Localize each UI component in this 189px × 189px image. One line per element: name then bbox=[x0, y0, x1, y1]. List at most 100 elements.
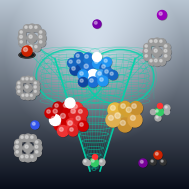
Circle shape bbox=[78, 121, 88, 131]
Circle shape bbox=[90, 158, 98, 166]
Circle shape bbox=[130, 102, 143, 115]
Circle shape bbox=[110, 105, 115, 110]
Circle shape bbox=[24, 25, 31, 32]
Circle shape bbox=[23, 143, 33, 153]
Ellipse shape bbox=[19, 52, 35, 58]
Circle shape bbox=[25, 93, 32, 100]
Circle shape bbox=[34, 144, 42, 153]
Circle shape bbox=[156, 116, 158, 118]
Circle shape bbox=[129, 114, 143, 128]
Circle shape bbox=[39, 35, 42, 38]
Circle shape bbox=[157, 11, 167, 19]
Circle shape bbox=[152, 47, 162, 57]
Circle shape bbox=[102, 65, 105, 68]
Circle shape bbox=[30, 78, 32, 80]
Circle shape bbox=[31, 136, 33, 138]
Circle shape bbox=[31, 121, 39, 129]
Circle shape bbox=[59, 112, 73, 125]
Circle shape bbox=[130, 115, 135, 120]
Circle shape bbox=[84, 53, 94, 64]
Circle shape bbox=[70, 65, 80, 75]
Circle shape bbox=[159, 39, 166, 46]
Circle shape bbox=[158, 11, 167, 20]
Circle shape bbox=[34, 25, 41, 32]
Circle shape bbox=[35, 45, 37, 48]
Circle shape bbox=[164, 44, 171, 51]
Circle shape bbox=[68, 121, 72, 125]
Circle shape bbox=[66, 119, 79, 132]
Circle shape bbox=[123, 105, 139, 119]
Circle shape bbox=[15, 144, 23, 153]
Circle shape bbox=[60, 113, 65, 118]
Circle shape bbox=[132, 104, 136, 108]
Circle shape bbox=[68, 59, 77, 68]
Circle shape bbox=[34, 86, 36, 88]
Circle shape bbox=[154, 49, 157, 52]
Circle shape bbox=[17, 86, 20, 88]
Circle shape bbox=[90, 79, 93, 82]
Circle shape bbox=[51, 108, 64, 119]
Circle shape bbox=[70, 66, 81, 75]
Circle shape bbox=[21, 94, 27, 100]
Circle shape bbox=[74, 114, 86, 126]
Circle shape bbox=[24, 84, 32, 92]
Circle shape bbox=[88, 70, 98, 81]
Circle shape bbox=[115, 113, 120, 118]
Circle shape bbox=[150, 160, 156, 166]
Circle shape bbox=[98, 77, 108, 87]
Circle shape bbox=[17, 81, 23, 87]
Circle shape bbox=[22, 94, 24, 96]
Circle shape bbox=[92, 57, 104, 68]
Circle shape bbox=[94, 21, 97, 24]
Circle shape bbox=[80, 123, 83, 126]
Circle shape bbox=[19, 35, 22, 38]
Circle shape bbox=[34, 144, 42, 152]
Circle shape bbox=[25, 45, 27, 48]
Circle shape bbox=[72, 67, 75, 70]
Circle shape bbox=[26, 85, 28, 88]
Circle shape bbox=[119, 119, 132, 132]
Circle shape bbox=[88, 77, 98, 88]
Circle shape bbox=[21, 136, 23, 138]
Circle shape bbox=[144, 43, 151, 51]
Circle shape bbox=[36, 151, 38, 153]
Circle shape bbox=[165, 106, 167, 108]
Circle shape bbox=[91, 160, 98, 167]
Circle shape bbox=[100, 160, 102, 162]
Circle shape bbox=[154, 59, 157, 62]
Circle shape bbox=[82, 62, 94, 74]
Circle shape bbox=[29, 77, 35, 83]
Circle shape bbox=[140, 160, 143, 163]
Circle shape bbox=[17, 89, 23, 95]
Circle shape bbox=[20, 41, 22, 43]
Circle shape bbox=[30, 135, 37, 142]
Circle shape bbox=[58, 126, 69, 137]
Circle shape bbox=[35, 26, 37, 28]
Circle shape bbox=[153, 39, 162, 47]
Circle shape bbox=[104, 68, 114, 78]
Circle shape bbox=[99, 159, 105, 165]
Circle shape bbox=[14, 144, 22, 152]
Circle shape bbox=[24, 154, 33, 162]
Circle shape bbox=[98, 72, 101, 75]
Circle shape bbox=[64, 103, 67, 107]
Circle shape bbox=[163, 48, 171, 56]
Circle shape bbox=[58, 111, 72, 125]
Circle shape bbox=[16, 151, 18, 153]
Circle shape bbox=[72, 103, 83, 114]
Circle shape bbox=[121, 104, 125, 108]
Circle shape bbox=[98, 76, 108, 86]
Circle shape bbox=[19, 34, 27, 43]
Circle shape bbox=[151, 160, 153, 162]
Circle shape bbox=[153, 38, 161, 46]
Circle shape bbox=[15, 139, 22, 147]
Circle shape bbox=[84, 160, 90, 166]
Circle shape bbox=[57, 125, 68, 136]
Circle shape bbox=[17, 85, 24, 92]
Circle shape bbox=[84, 160, 86, 162]
Circle shape bbox=[100, 78, 103, 81]
Circle shape bbox=[24, 45, 31, 52]
Circle shape bbox=[74, 115, 87, 126]
Circle shape bbox=[28, 24, 36, 32]
Circle shape bbox=[59, 127, 63, 131]
